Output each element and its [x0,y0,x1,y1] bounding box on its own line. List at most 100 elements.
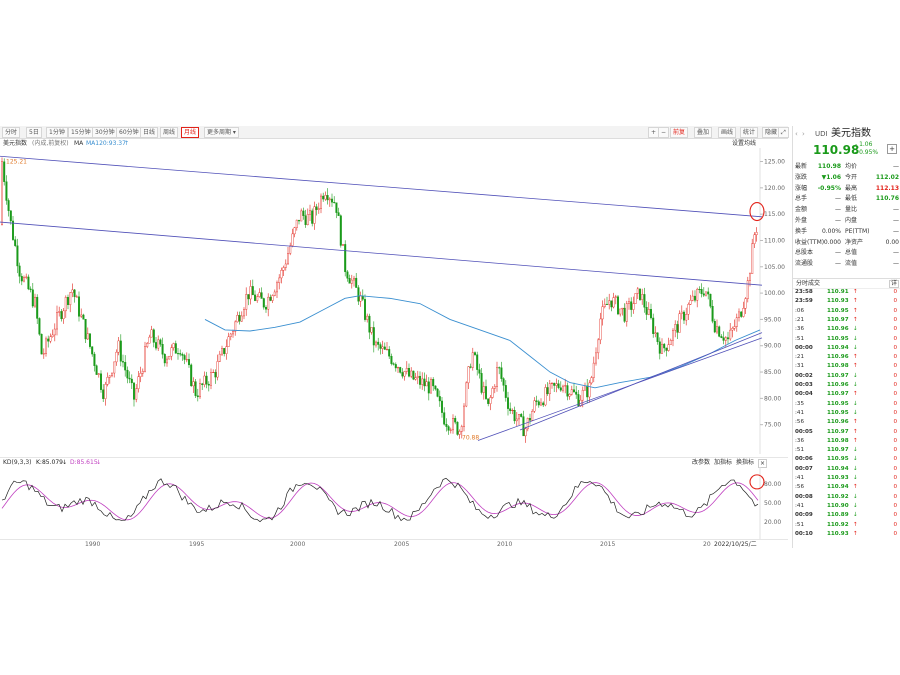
symbol-code: UDI [815,130,828,138]
candle-body [507,397,510,409]
candle-body [421,378,424,385]
candle-body [630,301,633,310]
candle-body [729,329,732,340]
candle-body [99,373,102,390]
candle-body [718,326,721,337]
price-change-pct: - 0.95% [855,149,879,156]
tick-time: :36 [795,326,805,333]
tick-volume: 0 [893,409,897,416]
candle-body [698,288,701,290]
tick-row: :51 110.92 ↑ 0 [793,521,900,529]
close-icon[interactable]: × [758,459,767,468]
tick-row: :41 110.93 ↓ 0 [793,474,900,482]
candle-body [269,296,272,301]
tick-row: :56 110.96 ↑ 0 [793,418,900,426]
tab-1min[interactable]: 1分钟 [46,127,68,138]
tick-volume: 0 [893,344,897,351]
tick-row: :21 110.97 ↑ 0 [793,316,900,324]
tick-volume: 0 [893,437,897,444]
candle-body [685,314,688,321]
kline-chart[interactable]: 125.00 120.00 115.00 110.00 105.00 100.00 95.0… [0,148,788,454]
tick-time: :21 [795,354,805,361]
candle-body [460,426,463,432]
fullscreen-icon[interactable]: ⤢ [778,127,789,138]
tick-time: 00:08 [795,493,813,500]
candle-body [529,418,532,421]
overlay-button[interactable]: 叠加 [694,127,713,138]
trading-app: 分时 5日 1分钟 15分钟 30分钟 60分钟 日线 周线 月线 更多周期 ▾… [0,126,900,548]
candle-body [553,382,556,386]
add-watchlist-button[interactable]: + [887,144,897,154]
kd-k-line [1,477,759,523]
candle-body [146,343,149,347]
candle-body [40,333,43,355]
tick-price: 110.89 [827,512,849,519]
stat-label: 收益(TTM) [795,238,825,246]
candle-body [606,303,609,305]
y-axis-label: 80.00 [764,395,781,402]
candle-body [568,394,571,397]
candle-body [168,355,171,360]
candle-body [603,303,606,307]
tick-arrow-icon: ↓ [853,344,858,351]
candle-body [247,294,250,300]
next-icon[interactable]: › [802,130,805,138]
tick-row: :35 110.95 ↓ 0 [793,400,900,408]
candle-body [236,314,239,323]
ticks-detail-button[interactable]: 详 [889,280,900,288]
stat-value: — [893,206,899,214]
tick-price: 110.95 [827,335,849,342]
draw-button[interactable]: 画线 [718,127,737,138]
tick-arrow-icon: ↑ [853,316,858,323]
tick-arrow-icon: ↑ [853,289,858,295]
candle-body [614,296,617,298]
candle-body [531,411,534,421]
ma-settings-button[interactable]: 设置均线 [732,140,757,147]
tab-weekly[interactable]: 周线 [160,127,179,138]
candle-body [359,295,362,302]
switch-indicator-button[interactable]: 换指标 [736,459,755,466]
y-axis-label: 125.00 [764,159,785,166]
tick-time: :51 [795,335,805,342]
tab-daily[interactable]: 日线 [140,127,159,138]
tick-row: 00:07 110.94 ↓ 0 [793,465,900,473]
tab-30min[interactable]: 30分钟 [92,127,118,138]
prev-icon[interactable]: ‹ [795,130,798,138]
add-indicator-button[interactable]: 加指标 [714,459,733,466]
candle-body [621,307,624,310]
candle-body [619,308,622,315]
candle-body [3,161,6,182]
tick-row: 00:02 110.97 ↓ 0 [793,372,900,380]
tab-intraday[interactable]: 分时 [2,127,21,138]
tick-volume: 0 [893,316,897,323]
candle-body [333,202,336,204]
candle-body [5,181,8,201]
candle-body [441,400,444,413]
candle-body [751,243,754,274]
candle-body [669,339,672,345]
candle-body [95,365,98,375]
change-params-button[interactable]: 改参数 [692,459,711,466]
candle-body [540,402,543,406]
candle-body [702,293,705,296]
stat-value: 0.00 [885,238,899,246]
candle-body [69,292,72,306]
adjust-button[interactable]: 前复 [670,127,689,138]
stats-button[interactable]: 统计 [740,127,759,138]
candle-body [526,418,529,430]
tab-15min[interactable]: 15分钟 [68,127,94,138]
candle-body [447,426,450,431]
zoom-out-button[interactable]: − [658,127,670,138]
candle-body [423,378,426,387]
candle-body [489,397,492,404]
candle-body [25,276,28,278]
candle-body [467,366,470,384]
tab-5day[interactable]: 5日 [26,127,42,138]
tab-60min[interactable]: 60分钟 [116,127,142,138]
tab-more-periods[interactable]: 更多周期 ▾ [204,127,239,138]
tab-monthly[interactable]: 月线 [181,127,200,138]
candle-body [132,382,135,400]
kd-chart[interactable]: 80.00 50.00 20.00 [0,467,788,539]
candle-body [212,371,215,373]
candle-body [625,303,628,322]
